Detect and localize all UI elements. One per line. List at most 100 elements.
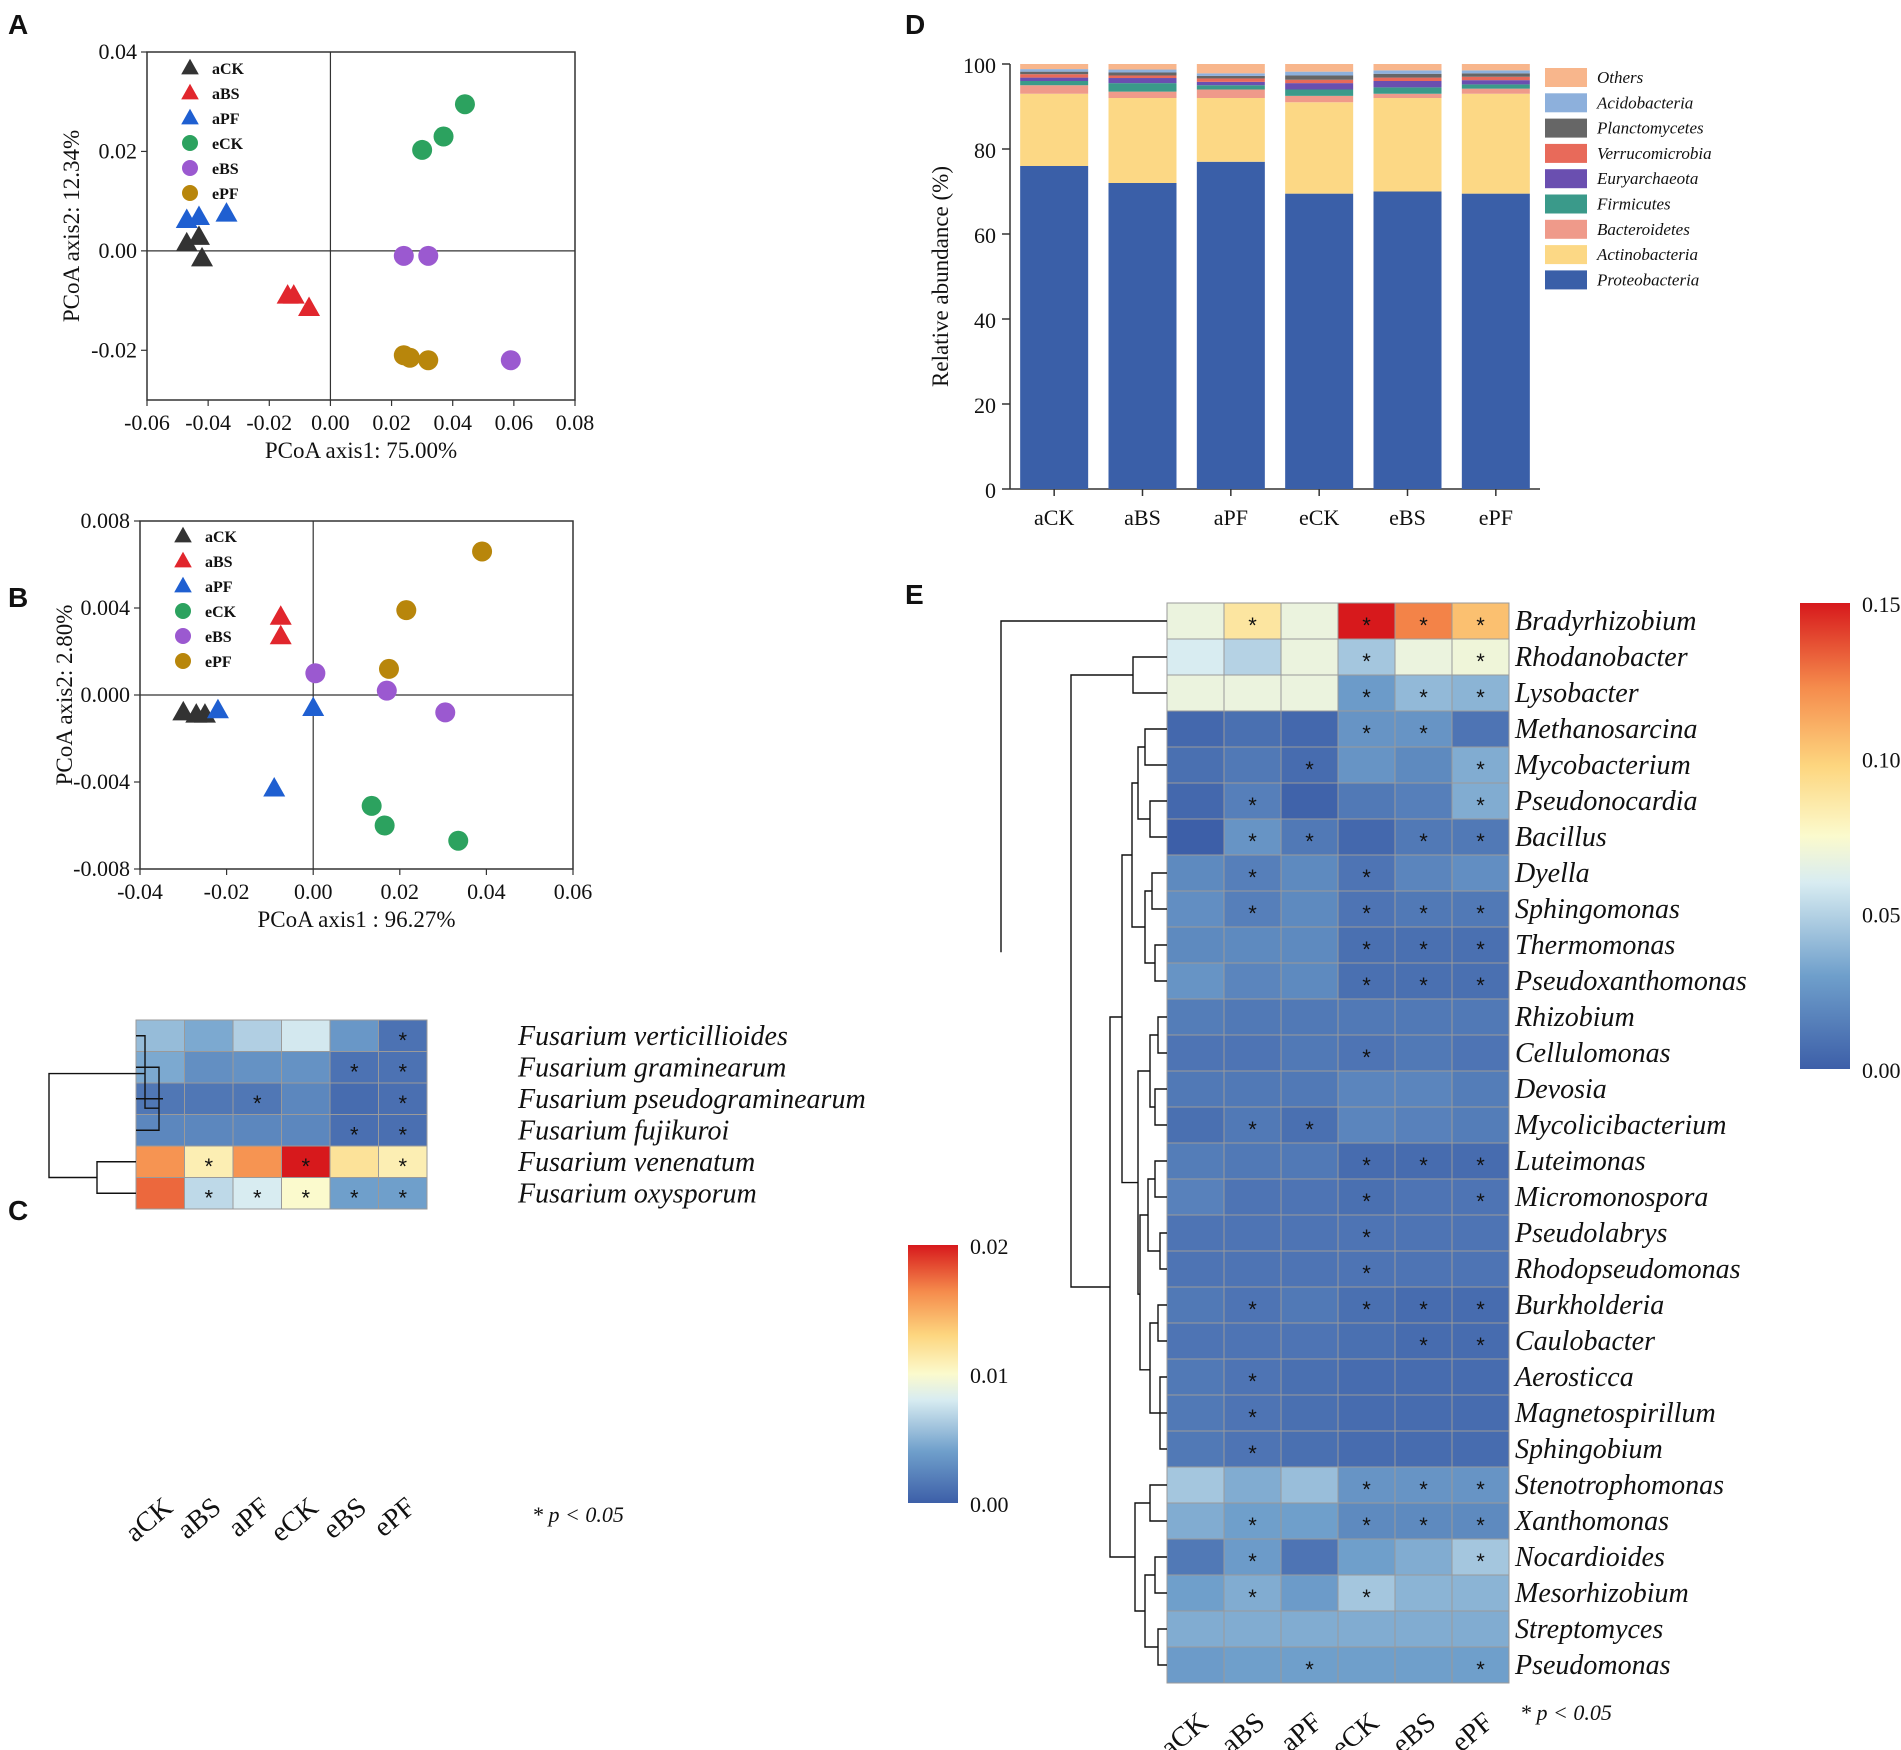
marker-aPF xyxy=(181,108,199,125)
significance-star: * xyxy=(1419,1333,1428,1358)
dendrogram-branch xyxy=(1139,1214,1150,1371)
heatmap-cell xyxy=(281,1019,331,1052)
marker-aCK xyxy=(172,700,195,721)
significance-star: * xyxy=(253,1091,262,1116)
dendrogram-branch xyxy=(1157,1016,1167,1054)
dendrogram-branch xyxy=(1151,872,1167,910)
heatmap-cell xyxy=(1451,1538,1510,1576)
heatmap-cell xyxy=(1337,818,1396,856)
heatmap-cell xyxy=(1337,962,1396,1000)
significance-star: * xyxy=(1476,757,1485,782)
heatmap-cell xyxy=(1223,998,1282,1036)
heatmap-cell xyxy=(1280,1502,1339,1540)
significance-star: * xyxy=(1419,685,1428,710)
row-label: Luteimonas xyxy=(1514,1146,1646,1177)
heatmap-cell xyxy=(1394,890,1453,928)
column-label: eBS xyxy=(317,1492,373,1546)
significance-star: * xyxy=(398,1154,407,1179)
significance-star: * xyxy=(301,1154,310,1179)
heatmap-cell xyxy=(1166,1430,1225,1468)
heatmap-cell xyxy=(1280,1142,1339,1180)
heatmap-cell xyxy=(1394,1286,1453,1324)
heatmap-cell xyxy=(1223,926,1282,964)
bar-segment-others xyxy=(1108,64,1177,70)
heatmap-cell xyxy=(1337,890,1396,928)
y-tick-label: 0.04 xyxy=(99,39,138,64)
significance-star: * xyxy=(1362,685,1371,710)
heatmap-cell xyxy=(1280,1070,1339,1108)
heatmap-cell xyxy=(1166,854,1225,892)
heatmap-cell xyxy=(1337,710,1396,748)
heatmap-cell xyxy=(378,1114,428,1147)
heatmap-cell xyxy=(1280,638,1339,676)
x-tick-label: eCK xyxy=(1299,505,1339,530)
dendrogram-branch xyxy=(1157,1628,1167,1666)
heatmap-cell xyxy=(1394,1574,1453,1612)
heatmap-cell xyxy=(1166,1034,1225,1072)
bar-segment-euryarchaeota xyxy=(1285,83,1354,90)
heatmap-genera: * * * * * * * * * * * * * * * * * * * * * * * * * * * * * * * * * * * * * * * *… xyxy=(1000,592,1901,1750)
bar-segment-acidobacteria xyxy=(1373,70,1442,74)
heatmap-cell xyxy=(232,1019,282,1052)
bar-segment-bacteroidetes xyxy=(1285,95,1354,103)
dendrogram-branch xyxy=(1132,656,1167,694)
significance-star: * xyxy=(1248,1441,1257,1466)
heatmap-cell xyxy=(329,1082,379,1115)
bar-segment-firmicutes xyxy=(1373,87,1442,94)
row-label: Pseudomonas xyxy=(1514,1650,1671,1681)
row-label: Bacillus xyxy=(1515,822,1607,853)
heatmap-cell xyxy=(1337,1214,1396,1252)
column-label: ePF xyxy=(1446,1707,1499,1750)
x-tick-label: -0.04 xyxy=(185,410,231,435)
heatmap-cell xyxy=(1394,746,1453,784)
significance-star: * xyxy=(204,1154,213,1179)
bar-segment-planctomycetes xyxy=(1020,71,1089,75)
significance-star: * xyxy=(1305,757,1314,782)
bar-segment-proteobacteria xyxy=(1285,193,1354,489)
heatmap-cell xyxy=(1337,1178,1396,1216)
legend-swatch xyxy=(1545,143,1587,163)
heatmap-cell xyxy=(1280,1106,1339,1144)
row-label: Rhizobium xyxy=(1514,1002,1635,1033)
heatmap-cell xyxy=(1166,1142,1225,1180)
significance-star: * xyxy=(1362,1261,1371,1286)
heatmap-cell xyxy=(1166,674,1225,712)
colorbar-tick-label: 0.02 xyxy=(970,1234,1009,1259)
heatmap-cell xyxy=(281,1145,331,1178)
heatmap-cell xyxy=(1223,638,1282,676)
heatmap-cell xyxy=(1451,926,1510,964)
heatmap-cell xyxy=(1337,1610,1396,1648)
y-tick-label: -0.008 xyxy=(73,856,130,881)
row-label: Pseudolabrys xyxy=(1514,1218,1668,1249)
dendrogram-branch xyxy=(1149,1034,1158,1108)
heatmap-cell xyxy=(1394,1034,1453,1072)
marker-eCK xyxy=(433,126,454,147)
heatmap-cell xyxy=(1166,1250,1225,1288)
legend-label: aPF xyxy=(212,111,240,128)
marker-aPF xyxy=(206,698,229,719)
heatmap-cell xyxy=(1337,854,1396,892)
heatmap-cell xyxy=(1280,998,1339,1036)
significance-star: * xyxy=(1419,1477,1428,1502)
heatmap-cell xyxy=(1280,1430,1339,1468)
heatmap-cell xyxy=(1166,638,1225,676)
row-label: Magnetospirillum xyxy=(1514,1398,1716,1429)
heatmap-cell xyxy=(232,1051,282,1084)
marker-ePF xyxy=(175,653,191,669)
bar-segment-verrucomicrobia xyxy=(1285,79,1354,84)
marker-aCK xyxy=(175,231,198,252)
heatmap-cell xyxy=(1223,1610,1282,1648)
significance-star: * xyxy=(1476,1189,1485,1214)
legend-label: Euryarchaeota xyxy=(1596,169,1698,188)
heatmap-cell xyxy=(1280,1322,1339,1360)
y-axis-label: PCoA axis2: 12.34% xyxy=(59,130,84,322)
heatmap-cell xyxy=(1451,1070,1510,1108)
heatmap-cell xyxy=(1394,674,1453,712)
y-tick-label: 0.008 xyxy=(81,508,131,533)
heatmap-cell xyxy=(1166,1070,1225,1108)
significance-star: * xyxy=(1248,901,1257,926)
significance-star: * xyxy=(1248,865,1257,890)
heatmap-cell xyxy=(1280,1610,1339,1648)
dendrogram-branch xyxy=(96,1161,136,1194)
bar-segment-euryarchaeota xyxy=(1373,81,1442,88)
